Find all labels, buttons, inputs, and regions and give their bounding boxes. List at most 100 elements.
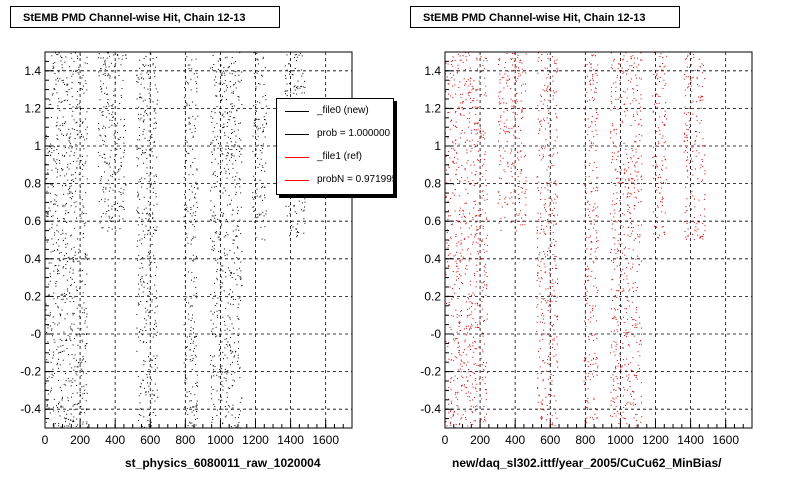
data-point — [151, 309, 153, 311]
data-point — [659, 66, 661, 68]
data-point — [149, 252, 151, 254]
data-point — [117, 138, 119, 140]
data-point — [113, 172, 115, 174]
data-point — [114, 159, 116, 160]
data-point — [465, 417, 467, 418]
data-point — [610, 252, 612, 253]
data-point — [189, 421, 191, 423]
data-point — [501, 206, 503, 208]
data-point — [595, 358, 597, 360]
data-point — [633, 67, 635, 69]
data-point — [475, 122, 477, 124]
data-point — [537, 259, 539, 261]
data-point — [82, 175, 84, 177]
data-point — [624, 103, 626, 105]
data-point — [593, 399, 595, 401]
data-point — [661, 226, 663, 228]
data-point — [189, 306, 191, 308]
data-point — [655, 164, 657, 166]
data-point — [108, 113, 110, 115]
data-point — [551, 220, 553, 222]
data-point — [629, 402, 631, 404]
data-point — [629, 381, 631, 382]
data-point — [536, 331, 538, 333]
data-point — [56, 53, 58, 55]
data-point — [589, 99, 591, 101]
data-point — [62, 406, 64, 408]
data-point — [596, 69, 598, 71]
data-point — [69, 188, 71, 189]
data-point — [615, 128, 617, 130]
data-point — [484, 57, 486, 59]
data-point — [122, 79, 124, 81]
data-point — [521, 191, 523, 193]
data-point — [143, 280, 145, 282]
data-point — [53, 159, 55, 161]
data-point — [80, 121, 82, 122]
data-point — [66, 243, 68, 245]
data-point — [544, 84, 546, 86]
data-point — [226, 231, 228, 233]
data-point — [77, 366, 79, 368]
data-point — [617, 331, 619, 333]
data-point — [211, 151, 213, 153]
data-point — [221, 83, 223, 85]
data-point — [224, 57, 226, 59]
data-point — [303, 92, 305, 94]
data-point — [148, 264, 150, 266]
data-point — [462, 377, 464, 378]
data-point — [196, 385, 198, 386]
data-point — [69, 336, 71, 338]
data-point — [195, 211, 197, 213]
data-point — [596, 409, 598, 411]
data-point — [459, 252, 461, 254]
data-point — [507, 131, 509, 133]
data-point — [591, 115, 593, 117]
data-point — [71, 57, 73, 59]
data-point — [548, 222, 550, 224]
data-point — [654, 225, 655, 227]
data-point — [301, 202, 303, 204]
data-point — [446, 425, 448, 427]
data-point — [69, 155, 71, 157]
data-point — [68, 168, 70, 170]
data-point — [116, 171, 118, 173]
data-point — [627, 234, 629, 236]
data-point — [73, 369, 75, 371]
data-point — [149, 360, 151, 362]
data-point — [59, 260, 61, 262]
data-point — [225, 98, 227, 100]
data-point — [704, 173, 706, 175]
data-point — [141, 218, 143, 220]
data-point — [662, 121, 663, 123]
data-point — [188, 391, 190, 393]
data-point — [210, 393, 212, 395]
data-point — [296, 236, 298, 238]
data-point — [260, 144, 262, 146]
data-point — [103, 186, 105, 188]
data-point — [220, 291, 222, 293]
data-point — [657, 145, 659, 147]
data-point — [468, 92, 470, 94]
data-point — [111, 205, 113, 207]
data-point — [185, 102, 187, 104]
data-point — [593, 418, 595, 420]
data-point — [79, 194, 81, 196]
data-point — [551, 325, 553, 326]
data-point — [231, 106, 233, 108]
data-point — [632, 370, 634, 372]
data-point — [225, 377, 227, 379]
data-point — [555, 267, 556, 269]
data-point — [63, 275, 65, 277]
data-point — [468, 314, 470, 316]
data-point — [108, 52, 109, 54]
data-point — [104, 135, 106, 137]
data-point — [46, 378, 48, 379]
data-point — [119, 136, 121, 138]
data-point — [485, 420, 487, 422]
data-point — [483, 362, 484, 363]
data-point — [51, 148, 53, 149]
data-point — [595, 150, 597, 151]
data-point — [691, 208, 692, 210]
data-point — [139, 402, 141, 404]
